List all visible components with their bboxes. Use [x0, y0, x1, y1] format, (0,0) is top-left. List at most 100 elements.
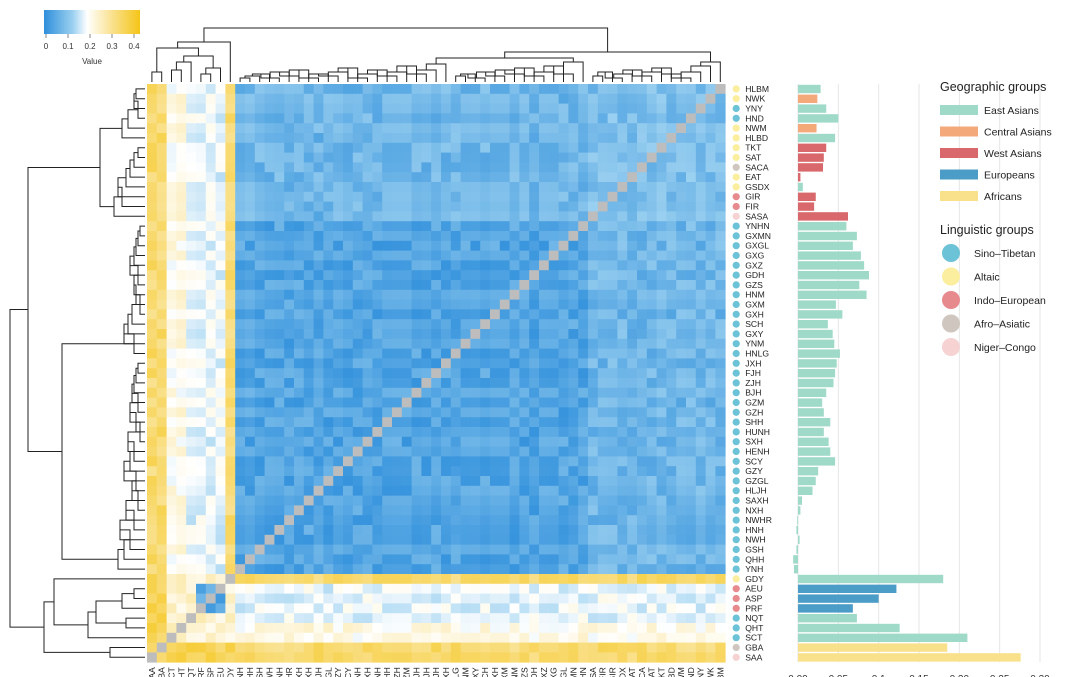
heatmap-cell: [519, 456, 530, 467]
heatmap-cell: [421, 368, 432, 379]
heatmap-cell: [235, 123, 246, 134]
heatmap-cell: [519, 231, 530, 242]
heatmap-cell: [529, 319, 540, 330]
heatmap-cell: [646, 574, 657, 585]
heatmap-cell: [548, 280, 559, 291]
heatmap-cell: [166, 338, 177, 349]
heatmap-cell: [254, 142, 265, 153]
heatmap-cell: [303, 103, 314, 114]
heatmap-cell: [156, 417, 167, 428]
heatmap-cell: [205, 485, 216, 496]
heatmap-cell: [705, 201, 716, 212]
heatmap-cell: [480, 172, 491, 183]
heatmap-cell: [470, 623, 481, 634]
heatmap-cell: [499, 554, 510, 565]
heatmap-cell: [362, 485, 373, 496]
heatmap-cell: [294, 505, 305, 516]
heatmap-cell: [588, 299, 599, 310]
heatmap-cell: [627, 368, 638, 379]
heatmap-cell: [166, 299, 177, 310]
heatmap-cell: [284, 133, 295, 144]
heatmap-cell: [401, 574, 412, 585]
heatmap-cell: [568, 338, 579, 349]
heatmap-cell: [548, 623, 559, 634]
heatmap-cell: [323, 319, 334, 330]
heatmap-cell: [490, 564, 501, 575]
column-label: HLBM: [715, 667, 725, 677]
heatmap-cell: [646, 240, 657, 251]
heatmap-cell: [607, 632, 618, 643]
heatmap-cell: [235, 652, 246, 663]
heatmap-cell: [333, 574, 344, 585]
heatmap-cell: [450, 417, 461, 428]
heatmap-cell: [254, 182, 265, 193]
heatmap-cell: [480, 182, 491, 193]
heatmap-cell: [176, 162, 187, 173]
heatmap-cell: [529, 289, 540, 300]
heatmap-cell: [676, 564, 687, 575]
heatmap-cell: [607, 270, 618, 281]
heatmap-cell: [509, 613, 520, 624]
heatmap-cell: [303, 564, 314, 575]
heatmap-cell: [470, 495, 481, 506]
heatmap-cell: [450, 84, 461, 95]
heatmap-cell: [470, 397, 481, 408]
heatmap-cell: [284, 240, 295, 251]
heatmap-cell: [499, 133, 510, 144]
linguistic-dot: [732, 251, 740, 260]
heatmap-cell: [588, 133, 599, 144]
row-label: HND: [745, 113, 764, 123]
heatmap-cell: [627, 231, 638, 242]
bar: [798, 251, 861, 260]
heatmap-cell: [588, 250, 599, 261]
heatmap-cell: [205, 338, 216, 349]
heatmap-cell: [303, 534, 314, 545]
heatmap-cell: [686, 231, 697, 242]
heatmap-cell: [205, 93, 216, 104]
heatmap-cell: [352, 309, 363, 320]
linguistic-dot: [732, 104, 740, 113]
heatmap-cell: [196, 574, 207, 585]
heatmap-cell: [147, 642, 158, 653]
heatmap-cell: [333, 642, 344, 653]
heatmap-cell: [392, 103, 403, 114]
heatmap-cell: [509, 113, 520, 124]
heatmap-cell: [499, 182, 510, 193]
heatmap-cell: [509, 84, 520, 95]
heatmap-cell: [225, 642, 236, 653]
heatmap-cell: [225, 142, 236, 153]
heatmap-cell: [343, 348, 354, 359]
heatmap-cell: [245, 583, 256, 594]
heatmap-cell: [558, 642, 569, 653]
heatmap-cell: [352, 329, 363, 340]
heatmap-cell: [431, 211, 442, 222]
heatmap-cell: [254, 133, 265, 144]
heatmap-cell: [715, 613, 726, 624]
column-label: FJH: [431, 667, 441, 677]
heatmap-cell: [597, 515, 608, 526]
heatmap-cell: [548, 211, 559, 222]
heatmap-cell: [548, 574, 559, 585]
heatmap-cell: [480, 495, 491, 506]
heatmap-cell: [205, 299, 216, 310]
heatmap-cell: [460, 319, 471, 330]
heatmap-cell: [637, 250, 648, 261]
heatmap-cell: [205, 191, 216, 202]
heatmap-cell: [156, 84, 167, 95]
linguistic-dot: [732, 506, 740, 514]
heatmap-cell: [323, 505, 334, 516]
heatmap-cell: [352, 299, 363, 310]
linguistic-dot: [732, 408, 740, 416]
heatmap-cell: [176, 613, 187, 624]
heatmap-cell: [196, 84, 207, 95]
heatmap-cell: [607, 231, 618, 242]
heatmap-cell: [421, 564, 432, 575]
heatmap-cell: [372, 280, 383, 291]
bar: [798, 653, 1021, 662]
heatmap-cell: [186, 280, 197, 291]
row-label: GZGL: [745, 476, 769, 486]
heatmap-cell: [539, 505, 550, 516]
heatmap-cell: [147, 270, 158, 281]
heatmap-cell: [686, 632, 697, 643]
heatmap-cell: [333, 260, 344, 271]
